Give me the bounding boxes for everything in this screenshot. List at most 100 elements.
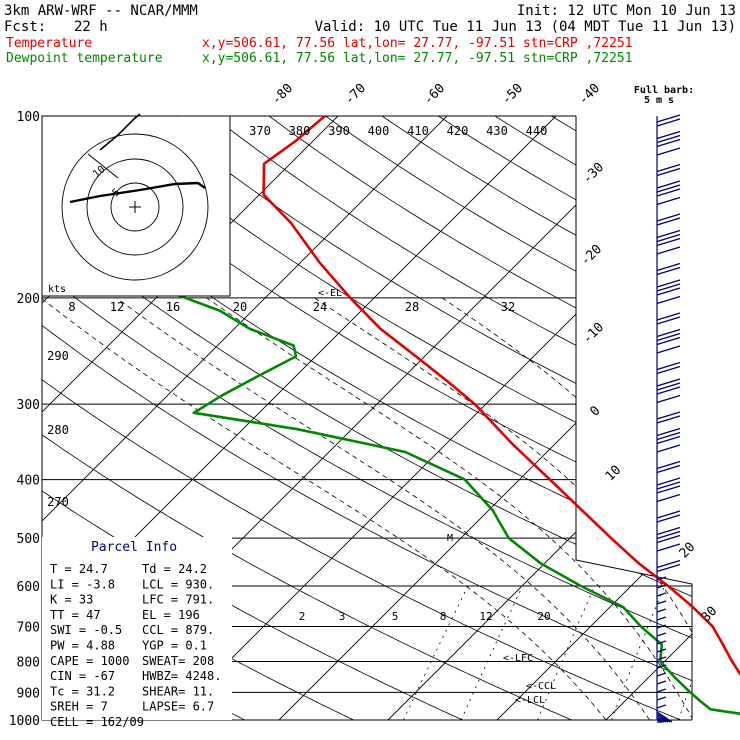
hodograph-ring (110, 182, 160, 232)
barb-legend: 5 m s (644, 95, 674, 106)
barb-flag (656, 196, 681, 206)
barb-flag (656, 378, 681, 387)
barb-flag (656, 719, 665, 723)
barb-flag (656, 514, 681, 523)
barb-flag (656, 237, 681, 247)
barb-flag (656, 624, 667, 629)
barb-flag (656, 233, 681, 243)
pressure-label: 900 (17, 686, 40, 701)
forecast-label: Fcst: (4, 19, 46, 35)
isotherm-line (715, 116, 740, 720)
theta-e-label: 12 (110, 300, 124, 314)
parcel-info-value: CAPE = 1000 (50, 654, 129, 668)
barb-flag (656, 163, 681, 173)
isotherm-label: 10 (603, 463, 625, 485)
barb-flag (656, 632, 667, 637)
pressure-label: 700 (17, 620, 40, 635)
barb-flag (656, 640, 667, 645)
dry-adiabat-line (268, 116, 692, 720)
barb-flag (656, 481, 681, 490)
isotherm-line (42, 116, 448, 720)
mixing-ratio-label: 2 (299, 610, 306, 623)
parcel-panel-bg (42, 537, 232, 720)
barb-flag (656, 648, 667, 653)
moist-adiabat-line (715, 298, 740, 720)
barb-flag (656, 530, 681, 540)
barb-flag (656, 485, 681, 494)
dry-adiabat-line (42, 116, 572, 720)
barb-flag (656, 316, 681, 325)
init-time: Init: 12 UTC Mon 10 Jun 13 (517, 3, 736, 19)
mixing-ratio-line (403, 585, 469, 720)
moist-adiabat-line (206, 297, 692, 720)
barb-flag (656, 188, 681, 197)
hodograph-ring (61, 133, 209, 281)
dry-adiabat-line (99, 116, 692, 720)
mixing-ratio-label: 12 (479, 610, 492, 623)
theta-label: 400 (368, 124, 390, 138)
isotherm-label: -30 (580, 160, 607, 187)
parcel-info-value: LI = -3.8 (50, 577, 115, 591)
barb-flag (656, 295, 681, 305)
pressure-label: 600 (17, 580, 40, 595)
mixing-ratio-label: 3 (339, 610, 346, 623)
barb-flag (656, 283, 681, 292)
barb-flag (656, 332, 681, 342)
barb-flag (656, 415, 681, 424)
theta-e-label: 24 (313, 300, 327, 314)
pressure-label: 300 (17, 398, 40, 413)
isotherm-label: -50 (499, 81, 526, 108)
theta-label: 440 (526, 124, 548, 138)
hodograph-trace (99, 113, 141, 151)
dewpoint-station-info: x,y=506.61, 77.56 lat,lon= 27.77, -97.51… (202, 51, 632, 66)
barb-flag (656, 229, 681, 239)
barb-flag (656, 592, 667, 597)
isotherm-line (496, 116, 692, 720)
parcel-info-value: EL = 196 (142, 608, 200, 622)
temperature-station-info: x,y=506.61, 77.56 lat,lon= 27.77, -97.51… (202, 36, 632, 51)
pressure-label: 100 (17, 110, 40, 125)
forecast-hours: 22 h (74, 19, 108, 35)
lfc-marker: <-LFC (503, 653, 533, 664)
parcel-info-value: SHEAR= 11. (142, 684, 214, 698)
barb-flag (656, 266, 681, 276)
barb-flag (656, 563, 681, 573)
theta-e-label: 16 (166, 300, 180, 314)
dry-adiabat-line (42, 116, 681, 720)
mixing-ratio-label: 8 (440, 610, 447, 623)
barb-flag (656, 608, 667, 613)
barb-flag (656, 680, 667, 685)
isotherm-label: 20 (677, 540, 699, 562)
parcel-info-value: LCL = 930. (142, 577, 214, 591)
isotherm-label: -20 (578, 242, 605, 269)
barb-flag (656, 287, 681, 296)
barb-flag (656, 184, 681, 193)
pressure-label: 800 (17, 655, 40, 670)
barb-flag (656, 711, 673, 723)
temperature-line (262, 115, 740, 677)
dry-adiabat-line (42, 116, 692, 720)
hodograph-box (41, 115, 231, 297)
barb-legend: Full barb: (634, 85, 694, 96)
isotherm-label: -80 (269, 81, 296, 108)
barb-flag (656, 345, 681, 354)
theta-label: 270 (47, 495, 69, 509)
isotherm-label: -10 (580, 320, 607, 347)
barb-flag (656, 147, 681, 156)
parcel-info-value: SWEAT= 208 (142, 654, 214, 668)
dry-adiabat-line (438, 116, 692, 720)
dry-adiabat-line (42, 116, 692, 720)
theta-label: 290 (47, 349, 69, 363)
barb-flag (656, 167, 681, 177)
isotherm-label: -40 (576, 81, 603, 108)
theta-e-label: 8 (68, 300, 75, 314)
barb-flag (656, 435, 681, 445)
mixing-ratio-label: 5 (392, 610, 399, 623)
barb-flag (656, 713, 671, 723)
parcel-info-value: SWI = -0.5 (50, 623, 122, 637)
barb-flag (656, 130, 681, 140)
theta-label: 420 (447, 124, 469, 138)
barb-flag (656, 576, 667, 581)
barb-flag (656, 328, 681, 338)
barb-flag (656, 382, 681, 391)
